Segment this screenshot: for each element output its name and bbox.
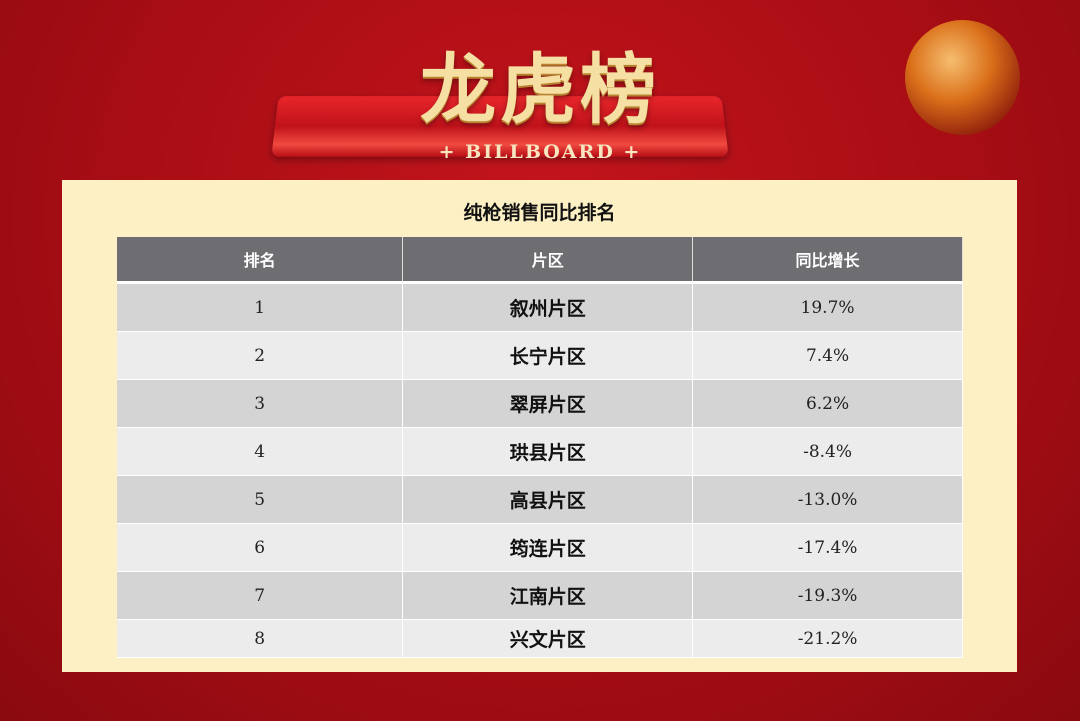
- rank-cell: 8: [117, 619, 404, 658]
- banner-title: 龙虎榜: [420, 45, 660, 134]
- table-row: 7 江南片区 -19.3%: [117, 571, 963, 620]
- table-row: 5 高县片区 -13.0%: [117, 475, 963, 524]
- region-cell: 叙州片区: [402, 282, 694, 332]
- growth-cell: -17.4%: [692, 523, 963, 572]
- region-cell: 长宁片区: [402, 331, 694, 380]
- ranking-panel: 纯枪销售同比排名 排名 片区 同比增长 1 叙州片区 19.7% 2 长宁片区 7.4% 3 翠屏…: [62, 180, 1017, 672]
- column-header: 排名: [117, 237, 404, 284]
- banner-subtitle: + BILLBOARD +: [438, 141, 642, 163]
- table-row: 4 珙县片区 -8.4%: [117, 427, 963, 476]
- ranking-table: 排名 片区 同比增长 1 叙州片区 19.7% 2 长宁片区 7.4% 3 翠屏片区 6.2% 4 珙县…: [117, 237, 963, 658]
- rank-cell: 7: [117, 571, 404, 620]
- rank-cell: 4: [117, 427, 404, 476]
- growth-cell: 6.2%: [692, 379, 963, 428]
- column-header: 片区: [402, 237, 694, 284]
- billboard-banner: 龙虎榜 + BILLBOARD +: [0, 0, 1080, 180]
- region-cell: 兴文片区: [402, 619, 694, 658]
- region-cell: 珙县片区: [402, 427, 694, 476]
- region-cell: 翠屏片区: [402, 379, 694, 428]
- golden-orb-decoration: [905, 20, 1020, 135]
- growth-cell: -19.3%: [692, 571, 963, 620]
- rank-cell: 1: [117, 282, 404, 332]
- panel-title: 纯枪销售同比排名: [463, 202, 616, 224]
- table-row: 3 翠屏片区 6.2%: [117, 379, 963, 428]
- rank-cell: 3: [117, 379, 404, 428]
- rank-cell: 2: [117, 331, 404, 380]
- table-header: 排名 片区 同比增长: [117, 237, 963, 284]
- rank-cell: 5: [117, 475, 404, 524]
- growth-cell: 19.7%: [692, 282, 963, 332]
- region-cell: 筠连片区: [402, 523, 694, 572]
- growth-cell: -21.2%: [692, 619, 963, 658]
- column-header: 同比增长: [692, 237, 963, 284]
- region-cell: 江南片区: [402, 571, 694, 620]
- table-row: 1 叙州片区 19.7%: [117, 282, 963, 332]
- table-row: 6 筠连片区 -17.4%: [117, 523, 963, 572]
- growth-cell: -13.0%: [692, 475, 963, 524]
- region-cell: 高县片区: [402, 475, 694, 524]
- growth-cell: 7.4%: [692, 331, 963, 380]
- table-row: 8 兴文片区 -21.2%: [117, 619, 963, 658]
- rank-cell: 6: [117, 523, 404, 572]
- growth-cell: -8.4%: [692, 427, 963, 476]
- table-row: 2 长宁片区 7.4%: [117, 331, 963, 380]
